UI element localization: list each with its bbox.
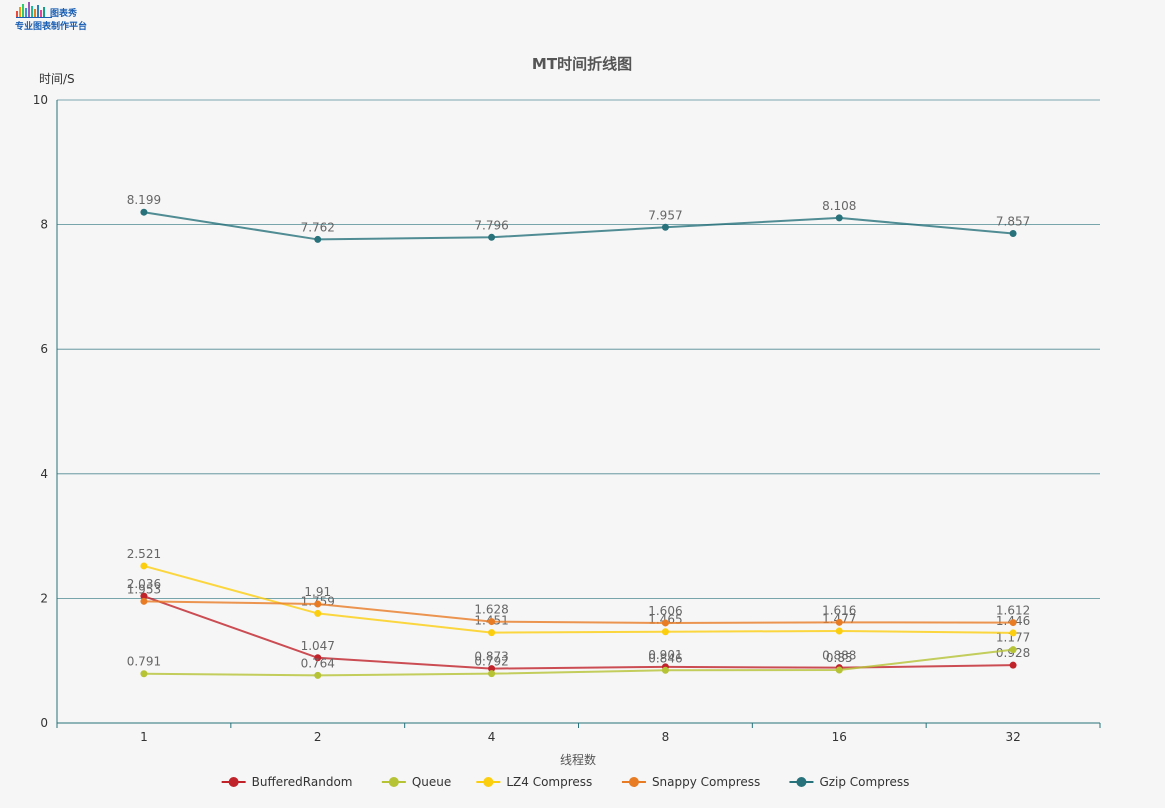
data-label: 1.616	[822, 603, 856, 617]
series-line	[143, 564, 1014, 634]
series-line	[143, 648, 1014, 677]
logo-bars-icon	[16, 2, 52, 18]
data-point	[488, 665, 496, 673]
data-point	[488, 670, 496, 678]
data-label: 1.047	[301, 639, 335, 653]
y-tick-label: 2	[40, 591, 48, 605]
data-label: 0.873	[474, 650, 508, 664]
data-label: 0.85	[826, 651, 853, 665]
y-tick-label: 10	[33, 93, 48, 107]
legend-label: Snappy Compress	[652, 775, 760, 789]
data-point	[661, 666, 669, 674]
data-label: 1.612	[996, 604, 1030, 618]
grid	[57, 99, 1100, 599]
legend-label: BufferedRandom	[252, 775, 353, 789]
legend-item-queue[interactable]: Queue	[381, 775, 451, 789]
data-point	[488, 618, 496, 626]
data-point	[835, 666, 843, 674]
data-point	[1009, 230, 1017, 238]
data-point	[1009, 646, 1017, 654]
legend-item-gzip-compress[interactable]: Gzip Compress	[789, 775, 909, 789]
logo-subtitle: 专业图表制作平台	[15, 22, 88, 32]
data-label: 0.846	[648, 651, 682, 665]
data-point	[1009, 661, 1017, 669]
data-label: 1.91	[304, 585, 331, 599]
legend-item-lz4-compress[interactable]: LZ4 Compress	[476, 775, 592, 789]
data-point	[314, 235, 322, 243]
x-tick-label: 8	[662, 730, 670, 744]
x-tick-label: 4	[488, 730, 496, 744]
data-label: 0.901	[648, 648, 682, 662]
legend-marker	[228, 777, 239, 787]
data-point	[314, 609, 322, 617]
legend-marker	[388, 777, 399, 787]
legend-label: Queue	[412, 775, 451, 789]
y-tick-label: 4	[40, 467, 48, 481]
data-point	[835, 214, 843, 222]
legend[interactable]: BufferedRandom Queue LZ4 Compress Snappy Co…	[221, 775, 910, 789]
data-point	[488, 233, 496, 241]
data-label: 1.628	[474, 603, 508, 617]
x-tick-label: 16	[832, 730, 847, 744]
data-point	[835, 627, 843, 635]
data-point	[140, 670, 148, 678]
data-point	[314, 671, 322, 679]
data-point	[140, 562, 148, 570]
legend-item-bufferedrandom[interactable]: BufferedRandom	[221, 775, 353, 789]
data-label: 0.764	[301, 656, 335, 670]
data-label: 1.606	[648, 604, 682, 618]
data-label: 0.792	[474, 655, 508, 669]
data-label: 7.957	[648, 208, 682, 222]
data-label: 8.199	[127, 193, 161, 207]
legend-marker	[796, 777, 807, 787]
data-point	[1009, 629, 1017, 637]
data-point	[661, 619, 669, 627]
legend-marker	[483, 777, 494, 787]
data-label: 2.036	[127, 577, 161, 591]
data-label: 7.762	[301, 220, 335, 234]
data-point	[140, 592, 148, 600]
legend-label: LZ4 Compress	[506, 775, 592, 789]
x-tick-label: 2	[314, 730, 322, 744]
data-label: 0.791	[127, 655, 161, 669]
legend-label: Gzip Compress	[819, 775, 909, 789]
logo-title: 图表秀	[50, 9, 78, 19]
chart-title: MT时间折线图	[532, 55, 632, 73]
data-point	[140, 597, 148, 605]
data-point	[488, 629, 496, 637]
data-label: 7.796	[474, 218, 508, 232]
data-point	[314, 600, 322, 608]
x-tick-label: 1	[140, 730, 148, 744]
data-label: 8.108	[822, 199, 856, 213]
y-axis-label: 时间/S	[39, 72, 75, 86]
series-gzip-compress: 8.199 7.762 7.796 7.957 8.108 7.857	[127, 193, 1030, 243]
legend-item-snappy-compress[interactable]: Snappy Compress	[621, 775, 760, 789]
series-queue: 0.791 0.764 0.792 0.846 0.85 1.177	[127, 631, 1030, 679]
data-point	[1009, 619, 1017, 627]
y-tick-label: 8	[40, 218, 48, 232]
data-point	[661, 628, 669, 636]
data-point	[835, 618, 843, 626]
data-label: 2.521	[127, 547, 161, 561]
data-label: 7.857	[996, 215, 1030, 229]
data-point	[314, 654, 322, 662]
y-tick-label: 0	[40, 716, 48, 730]
x-axis-label: 线程数	[560, 752, 596, 767]
series-line	[143, 211, 1014, 241]
y-tick-label: 6	[40, 342, 48, 356]
data-label: 1.953	[127, 582, 161, 596]
series-line	[143, 600, 1014, 624]
data-point	[661, 223, 669, 231]
series-snappy-compress: 1.953 1.91 1.628 1.606 1.616 1.612	[127, 582, 1030, 627]
data-label: 1.177	[996, 631, 1030, 645]
x-tick-label: 32	[1005, 730, 1020, 744]
data-point	[140, 208, 148, 216]
logo: 图表秀 专业图表制作平台	[14, 2, 96, 32]
legend-marker	[628, 777, 639, 787]
data-label: 0.888	[822, 649, 856, 663]
